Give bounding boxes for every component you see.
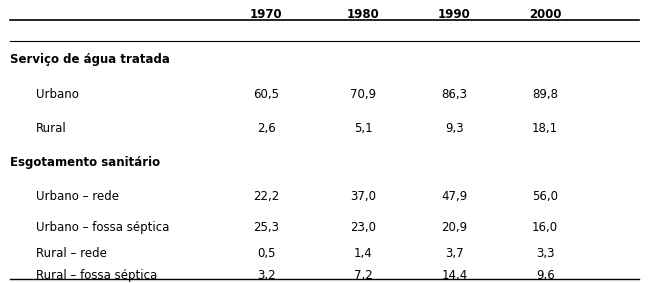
- Text: 56,0: 56,0: [532, 190, 558, 203]
- Text: 20,9: 20,9: [441, 221, 467, 234]
- Text: 1970: 1970: [250, 8, 282, 22]
- Text: 5,1: 5,1: [354, 122, 373, 135]
- Text: Rural – rede: Rural – rede: [36, 247, 106, 260]
- Text: 9,6: 9,6: [536, 269, 554, 282]
- Text: 86,3: 86,3: [441, 88, 467, 101]
- Text: 23,0: 23,0: [350, 221, 376, 234]
- Text: Esgotamento sanitário: Esgotamento sanitário: [10, 156, 160, 169]
- Text: Urbano – fossa séptica: Urbano – fossa séptica: [36, 221, 169, 234]
- Text: 16,0: 16,0: [532, 221, 558, 234]
- Text: Rural – fossa séptica: Rural – fossa séptica: [36, 269, 157, 282]
- Text: 70,9: 70,9: [350, 88, 376, 101]
- Text: 1990: 1990: [438, 8, 471, 22]
- Text: 9,3: 9,3: [445, 122, 463, 135]
- Text: 18,1: 18,1: [532, 122, 558, 135]
- Text: Urbano: Urbano: [36, 88, 79, 101]
- Text: 47,9: 47,9: [441, 190, 467, 203]
- Text: 1,4: 1,4: [354, 247, 373, 260]
- Text: Rural: Rural: [36, 122, 66, 135]
- Text: 7,2: 7,2: [354, 269, 373, 282]
- Text: 3,3: 3,3: [536, 247, 554, 260]
- Text: 60,5: 60,5: [253, 88, 279, 101]
- Text: 14,4: 14,4: [441, 269, 467, 282]
- Text: 0,5: 0,5: [257, 247, 275, 260]
- Text: 2,6: 2,6: [257, 122, 275, 135]
- Text: 22,2: 22,2: [253, 190, 279, 203]
- Text: 1980: 1980: [347, 8, 380, 22]
- Text: 3,2: 3,2: [257, 269, 275, 282]
- Text: 89,8: 89,8: [532, 88, 558, 101]
- Text: 2000: 2000: [529, 8, 561, 22]
- Text: 37,0: 37,0: [350, 190, 376, 203]
- Text: 25,3: 25,3: [253, 221, 279, 234]
- Text: Serviço de água tratada: Serviço de água tratada: [10, 53, 169, 66]
- Text: Urbano – rede: Urbano – rede: [36, 190, 119, 203]
- Text: 3,7: 3,7: [445, 247, 463, 260]
